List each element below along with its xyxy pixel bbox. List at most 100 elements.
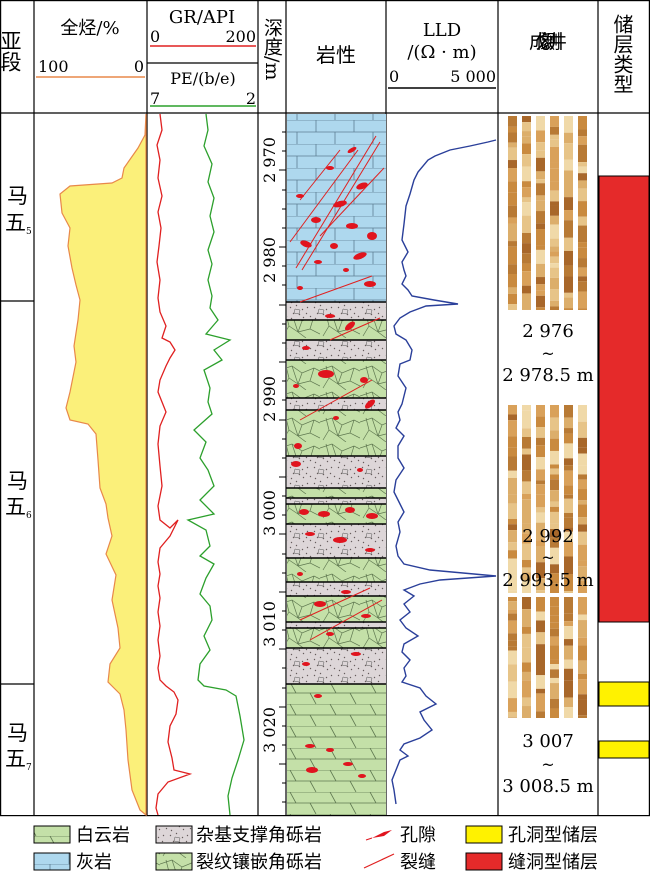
gr-curve: [155, 113, 193, 816]
total-hc-min: 100: [38, 57, 69, 76]
reservoir-fracture-vug: [598, 175, 650, 623]
imaging-strip: [536, 116, 545, 310]
gr-max: 200: [225, 27, 256, 46]
depth-header: 深度/m: [261, 18, 283, 81]
imaging-logs: [508, 116, 587, 718]
subsection-ma7-second: 五: [5, 747, 26, 771]
subsection-header: 亚段: [0, 30, 22, 72]
imaging-strip: [508, 116, 517, 310]
imaging-strip: [550, 405, 559, 593]
lld-label: LLD: [423, 20, 461, 41]
legend-label-crackle-breccia: 裂纹镶嵌角砾岩: [196, 852, 322, 873]
gr-min: 0: [150, 27, 160, 46]
total-hc-curve: [59, 113, 147, 817]
pe-min: 7: [150, 89, 160, 108]
imaging-strip: [564, 597, 573, 718]
imaging-strip: [522, 405, 531, 593]
imaging-strip: [536, 405, 545, 593]
legend-swatch-crackle-breccia: [155, 852, 193, 871]
subsection-ma7-main: 马: [7, 721, 28, 745]
imaging-strip: [550, 116, 559, 310]
depth-tick-3010: 3 010: [260, 601, 279, 647]
subsection-ma5-sub: 5: [26, 227, 32, 237]
legend-label-matrix-breccia: 杂基支撑角砾岩: [196, 825, 322, 846]
caption-1-to: 2 978.5 m: [502, 365, 594, 386]
legend-label-vuggy: 孔洞型储层: [508, 825, 598, 846]
subsection-ma5-main: 马: [7, 184, 28, 208]
subsection-ma7-sub: 7: [26, 763, 32, 773]
caption-3-from: 3 007: [522, 731, 574, 752]
depth-tick-3000: 3 000: [260, 490, 279, 536]
legend-swatch-fracture-vug: [465, 852, 503, 871]
litho-matrix-breccia: [287, 456, 386, 488]
caption-1-tilde: ~: [541, 344, 554, 363]
litho-crackle-breccia: [287, 596, 386, 622]
litho-matrix-breccia: [287, 498, 386, 504]
lld-max: 5 000: [450, 67, 496, 86]
pe-label: PE/(b/e): [170, 69, 235, 88]
litho-crackle-breccia: [287, 504, 386, 524]
depth-tick-2970: 2 970: [260, 137, 279, 183]
imaging-strip: [536, 597, 545, 718]
caption-2-from: 2 992: [522, 526, 574, 547]
subsection-ma5-second: 五: [5, 211, 26, 235]
legend-label-limestone: 灰岩: [76, 852, 112, 873]
imaging-strip: [508, 405, 517, 593]
depth-tick-2980: 2 980: [260, 237, 279, 283]
depth-tick-2990: 2 990: [260, 376, 279, 422]
imaging-strip: [578, 597, 587, 718]
fracture-icon: [363, 853, 395, 869]
legend-swatch-limestone: [33, 852, 71, 871]
reservoir-vuggy: [598, 740, 650, 759]
caption-3-to: 3 008.5 m: [502, 776, 594, 797]
imaging-strip: [508, 597, 517, 718]
legend-label-dolomite: 白云岩: [76, 825, 130, 846]
litho-matrix-breccia: [287, 340, 386, 360]
pore-icon: [365, 830, 392, 841]
imaging-strip: [522, 116, 531, 310]
pores: [291, 146, 378, 778]
subsection-ma6-second: 五: [5, 495, 26, 519]
subsection-ma6-sub: 6: [26, 511, 32, 521]
imaging-header: 成像测井: [529, 31, 567, 53]
litho-crackle-breccia: [287, 488, 386, 498]
litho-matrix-breccia: [287, 398, 386, 410]
total-hc-max: 0: [134, 57, 144, 76]
lithology-header: 岩性: [316, 43, 356, 67]
litho-crackle-breccia: [287, 628, 386, 648]
reservoir-vuggy: [598, 681, 650, 707]
litho-crackle-breccia: [287, 558, 386, 582]
litho-crackle-breccia: [287, 360, 386, 398]
litho-matrix-breccia: [287, 648, 386, 684]
litho-limestone: [287, 114, 386, 302]
depth-tick-3020: 3 020: [260, 707, 279, 753]
reservoir-type-header: 储层类型: [610, 14, 634, 94]
caption-1-from: 2 976: [522, 321, 574, 342]
subsection-ma6-main: 马: [7, 469, 28, 493]
legend-label-fracture-vug: 缝洞型储层: [508, 852, 598, 873]
litho-matrix-breccia: [287, 302, 386, 320]
legend-label-pore: 孔隙: [400, 825, 436, 846]
imaging-strip: [578, 405, 587, 593]
lithology-column: [286, 114, 386, 815]
caption-2-to: 2 993.5 m: [502, 570, 594, 591]
litho-crackle-breccia: [287, 320, 386, 340]
legend-label-fracture: 裂缝: [400, 852, 436, 873]
imaging-strip: [578, 116, 587, 310]
legend-swatch-dolomite: [33, 825, 71, 844]
pe-max: 2: [246, 89, 256, 108]
imaging-strip: [550, 597, 559, 718]
legend-swatch-vuggy: [465, 825, 503, 844]
total-hc-label: 全烃/%: [60, 18, 119, 39]
lld-curve: [391, 139, 497, 805]
imaging-strip: [564, 116, 573, 310]
imaging-strip: [522, 597, 531, 718]
litho-matrix-breccia: [287, 582, 386, 596]
gr-label: GR/API: [169, 7, 235, 28]
caption-3-tilde: ~: [541, 755, 554, 774]
legend-swatch-matrix-breccia: [155, 825, 193, 844]
lld-unit: /(Ω · m): [407, 42, 476, 63]
litho-dolomite: [287, 684, 386, 815]
lld-min: 0: [389, 67, 399, 86]
